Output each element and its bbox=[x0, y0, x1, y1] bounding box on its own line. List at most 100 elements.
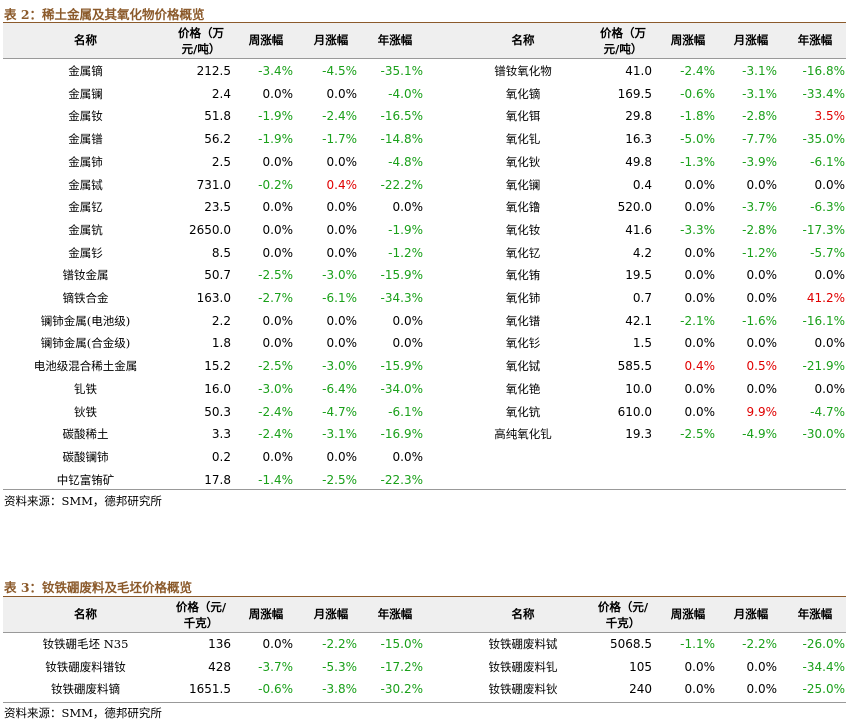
row-name: 氧化镧 bbox=[505, 177, 541, 192]
row-weekly-change: -2.5% bbox=[258, 268, 293, 283]
row-name: 碳酸镧铈 bbox=[62, 449, 109, 464]
row-weekly-change: -2.7% bbox=[258, 291, 293, 305]
row-monthly-change: -2.2% bbox=[322, 637, 357, 651]
row-weekly-change: -2.5% bbox=[680, 427, 715, 442]
row-monthly-change: 0.0% bbox=[746, 659, 778, 674]
row-monthly-change: -2.4% bbox=[322, 109, 357, 124]
row-weekly-change: 0.0% bbox=[684, 245, 716, 260]
row-yearly-change: -34.3% bbox=[380, 291, 423, 305]
header-monthly-right: 月涨幅 bbox=[733, 33, 769, 47]
row-name: 氧化钬 bbox=[505, 154, 541, 169]
row-monthly-change: 0.0% bbox=[746, 177, 778, 192]
header-name-left: 名称 bbox=[74, 33, 97, 47]
row-monthly-change: 0.5% bbox=[746, 359, 778, 374]
row-price: 1.5 bbox=[632, 336, 652, 351]
table-row: 碳酸稀土 3.3 -2.4% -3.1% -16.9% 高纯氧化钆 19.3 -2.5% -4.… bbox=[3, 423, 846, 446]
row-yearly-change: -21.9% bbox=[802, 359, 845, 374]
header-yearly-right: 年涨幅 bbox=[797, 33, 833, 47]
row-name: 氧化钕 bbox=[505, 222, 541, 237]
header-yearly-left: 年涨幅 bbox=[377, 33, 413, 47]
row-yearly-change: -34.4% bbox=[802, 659, 845, 674]
row-monthly-change: -2.8% bbox=[742, 222, 777, 237]
row-price: 169.5 bbox=[617, 86, 652, 101]
row-price: 56.2 bbox=[204, 132, 231, 147]
row-yearly-change: -30.0% bbox=[802, 427, 845, 442]
row-price: 2.4 bbox=[211, 86, 231, 101]
row-weekly-change: -2.4% bbox=[258, 427, 293, 442]
row-price: 19.3 bbox=[625, 427, 652, 442]
row-yearly-change: -17.2% bbox=[380, 659, 423, 674]
row-name: 钬铁 bbox=[74, 404, 97, 419]
row-monthly-change: -4.9% bbox=[742, 427, 777, 442]
row-name: 碳酸稀土 bbox=[62, 427, 109, 442]
row-yearly-change: 0.0% bbox=[392, 313, 424, 328]
row-monthly-change: -2.2% bbox=[742, 637, 777, 651]
table-row: 钆铁 16.0 -3.0% -6.4% -34.0% 氧化铯 10.0 0.0% 0.0% 0.0… bbox=[3, 378, 846, 401]
row-name: 金属钪 bbox=[68, 222, 103, 237]
table-row: 中钇富铕矿 17.8 -1.4% -2.5% -22.3% bbox=[3, 469, 846, 492]
row-weekly-change: -2.4% bbox=[680, 64, 715, 78]
header-weekly-right: 周涨幅 bbox=[670, 33, 706, 47]
row-price: 0.4 bbox=[632, 177, 652, 192]
row-name: 氧化铯 bbox=[505, 381, 541, 396]
row-name: 中钇富铕矿 bbox=[56, 472, 115, 487]
row-name: 氧化铈 bbox=[505, 291, 541, 305]
table3-header-rule bbox=[3, 632, 846, 633]
row-yearly-change: 3.5% bbox=[814, 109, 846, 124]
row-name: 高纯氧化钆 bbox=[494, 427, 552, 442]
row-weekly-change: 0.0% bbox=[684, 381, 716, 396]
header-price-line2: 元/吨） bbox=[603, 42, 643, 56]
row-monthly-change: -1.7% bbox=[322, 132, 357, 147]
row-monthly-change: 0.0% bbox=[326, 336, 358, 351]
row-yearly-change: -15.9% bbox=[380, 359, 423, 374]
row-name: 氧化镨 bbox=[505, 313, 541, 328]
row-price: 585.5 bbox=[617, 359, 652, 374]
row-monthly-change: -3.1% bbox=[742, 64, 777, 78]
row-yearly-change: -15.9% bbox=[380, 268, 423, 283]
row-yearly-change: -25.0% bbox=[802, 682, 845, 696]
row-name: 钕铁硼废料镝 bbox=[51, 682, 120, 696]
row-yearly-change: -26.0% bbox=[802, 637, 845, 651]
row-monthly-change: -3.7% bbox=[742, 200, 777, 215]
header-name-right: 名称 bbox=[511, 607, 535, 621]
table-row: 金属镨 56.2 -1.9% -1.7% -14.8% 氧化钆 16.3 -5.0% -7.7%… bbox=[3, 128, 846, 151]
row-monthly-change: -4.5% bbox=[322, 64, 357, 78]
table-row: 金属钕 51.8 -1.9% -2.4% -16.5% 氧化铒 29.8 -1.8% -2.8%… bbox=[3, 105, 846, 128]
row-name: 氧化钪 bbox=[505, 404, 541, 419]
row-weekly-change: 0.0% bbox=[262, 86, 294, 101]
row-weekly-change: 0.4% bbox=[684, 359, 716, 374]
header-name-left: 名称 bbox=[74, 607, 97, 621]
row-price: 17.8 bbox=[204, 472, 231, 487]
table3-title: 表 3：钕铁硼废料及毛坯价格概览 bbox=[4, 580, 193, 595]
header-monthly-left: 月涨幅 bbox=[313, 33, 349, 47]
row-weekly-change: 0.0% bbox=[684, 291, 716, 305]
row-monthly-change: -3.0% bbox=[322, 268, 357, 283]
table-row: 金属镧 2.4 0.0% 0.0% -4.0% 氧化镝 169.5 -0.6% -3.1% -33… bbox=[3, 83, 846, 106]
row-weekly-change: 0.0% bbox=[684, 200, 716, 215]
row-monthly-change: 0.0% bbox=[746, 682, 778, 696]
row-price: 10.0 bbox=[625, 381, 652, 396]
table3-source: 资料来源：SMM，德邦研究所 bbox=[4, 706, 162, 720]
row-name: 金属铈 bbox=[68, 154, 103, 169]
header-weekly-right: 周涨幅 bbox=[670, 607, 706, 621]
row-name: 氧化钐 bbox=[505, 336, 541, 351]
row-yearly-change: 41.2% bbox=[806, 291, 845, 305]
row-yearly-change: 0.0% bbox=[392, 449, 424, 464]
row-weekly-change: -1.9% bbox=[258, 109, 293, 124]
row-price: 0.2 bbox=[211, 449, 231, 464]
row-price: 163.0 bbox=[196, 291, 231, 305]
row-name: 镧铈金属(合金级) bbox=[40, 336, 131, 351]
row-weekly-change: 0.0% bbox=[262, 154, 294, 169]
table2-header: 名称 价格（万 元/吨） 周涨幅 月涨幅 年涨幅 名称 价格（万 元/吨） 周涨… bbox=[3, 23, 846, 58]
table2-source: 资料来源：SMM，德邦研究所 bbox=[4, 494, 162, 508]
row-name: 氧化镥 bbox=[505, 200, 541, 215]
row-name: 镝铁合金 bbox=[62, 291, 109, 305]
row-yearly-change: -17.3% bbox=[802, 222, 845, 237]
table-row: 钕铁硼毛坯 N35 136 0.0% -2.2% -15.0% 钕铁硼废料铽 5068.5 -… bbox=[3, 633, 846, 656]
row-name: 金属镝 bbox=[68, 64, 103, 78]
row-price: 610.0 bbox=[617, 404, 652, 419]
row-monthly-change: -2.5% bbox=[322, 472, 357, 487]
row-monthly-change: 0.0% bbox=[746, 381, 778, 396]
row-name: 氧化镝 bbox=[505, 86, 541, 101]
header-price-right: 价格（万 元/吨） bbox=[588, 23, 658, 57]
